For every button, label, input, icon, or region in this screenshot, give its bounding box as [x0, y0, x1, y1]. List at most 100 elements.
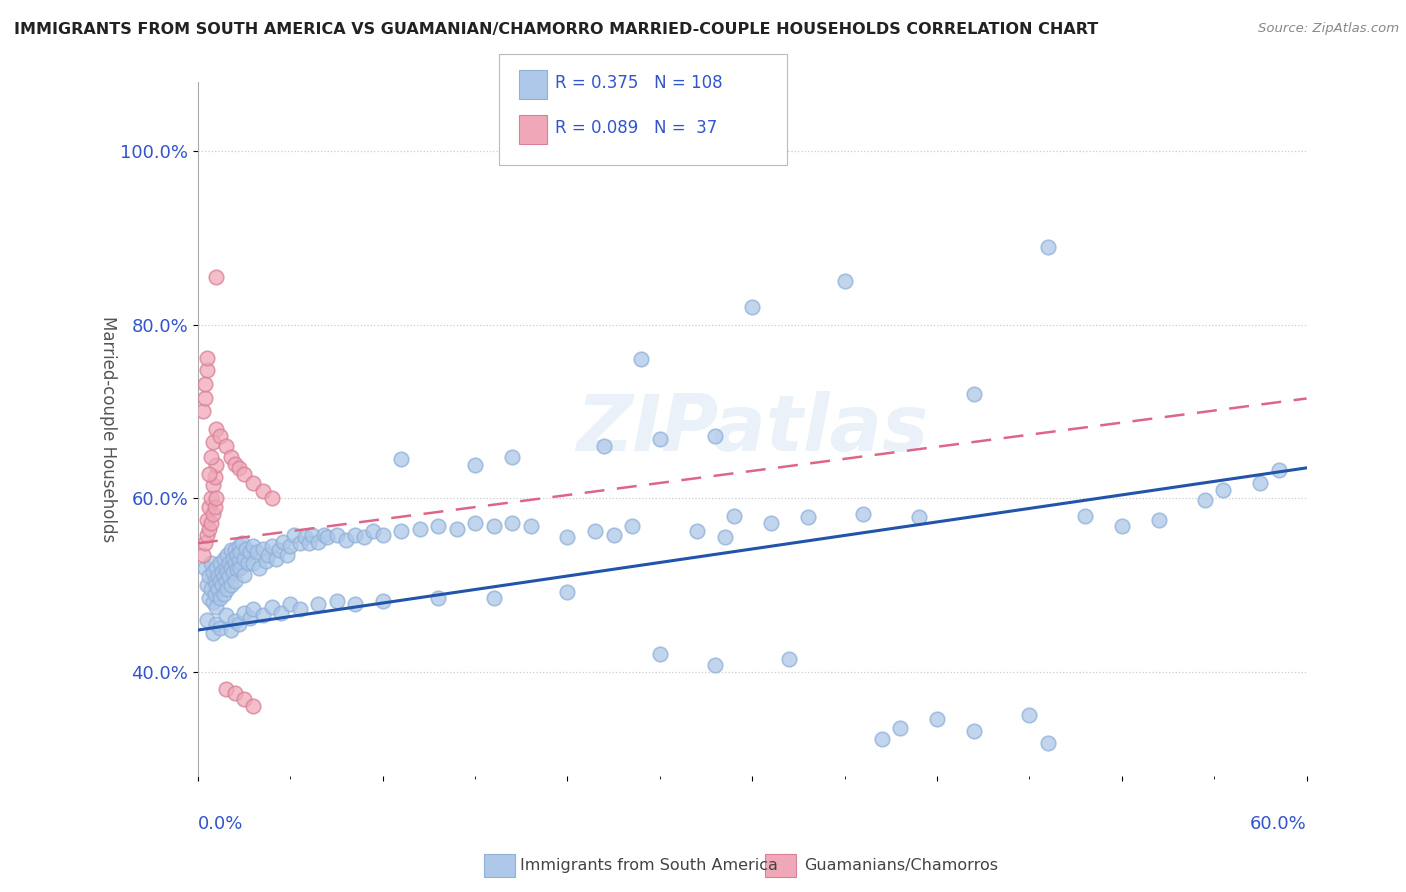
Point	[252, 608, 274, 623]
Point	[214, 560, 236, 574]
Point	[228, 461, 250, 475]
Point	[925, 712, 948, 726]
Point	[198, 522, 221, 536]
Text: 0.0%: 0.0%	[198, 814, 243, 833]
Point	[1036, 736, 1059, 750]
Point	[209, 429, 232, 443]
Point	[200, 450, 222, 464]
Point	[963, 387, 986, 401]
Point	[201, 595, 224, 609]
Point	[209, 556, 232, 570]
Point	[200, 556, 222, 570]
Point	[363, 524, 385, 538]
Point	[219, 578, 242, 592]
Point	[222, 565, 245, 579]
Point	[1036, 240, 1059, 254]
Point	[205, 422, 228, 436]
Point	[233, 467, 256, 481]
Point	[214, 574, 236, 588]
Point	[209, 621, 232, 635]
Point	[195, 578, 218, 592]
Point	[207, 582, 229, 597]
Point	[335, 533, 357, 547]
Point	[307, 534, 329, 549]
Point	[242, 539, 264, 553]
Point	[224, 457, 246, 471]
Point	[796, 510, 818, 524]
Text: ZIPatlas: ZIPatlas	[576, 391, 928, 467]
Point	[204, 500, 226, 514]
Point	[235, 541, 257, 556]
Point	[195, 363, 218, 377]
Point	[343, 597, 366, 611]
Point	[288, 602, 311, 616]
Point	[371, 593, 394, 607]
Point	[229, 560, 252, 574]
Point	[343, 527, 366, 541]
Point	[778, 651, 800, 665]
Point	[427, 519, 450, 533]
Point	[713, 530, 735, 544]
Point	[200, 491, 222, 506]
Point	[270, 606, 292, 620]
Point	[200, 582, 222, 597]
Point	[870, 732, 893, 747]
Point	[583, 524, 606, 538]
Point	[211, 578, 233, 592]
Point	[224, 615, 246, 629]
Point	[194, 376, 217, 391]
Text: Guamanians/Chamorros: Guamanians/Chamorros	[804, 858, 998, 872]
Y-axis label: Married-couple Households: Married-couple Households	[100, 316, 117, 542]
Point	[233, 552, 256, 566]
Point	[316, 530, 339, 544]
Point	[408, 522, 430, 536]
Point	[242, 475, 264, 490]
Point	[201, 434, 224, 449]
Point	[217, 582, 239, 597]
Point	[630, 352, 652, 367]
Point	[257, 548, 280, 562]
Point	[195, 351, 218, 365]
Point	[194, 560, 217, 574]
Point	[218, 556, 240, 570]
Point	[207, 569, 229, 583]
Text: IMMIGRANTS FROM SOUTH AMERICA VS GUAMANIAN/CHAMORRO MARRIED-COUPLE HOUSEHOLDS CO: IMMIGRANTS FROM SOUTH AMERICA VS GUAMANI…	[14, 22, 1098, 37]
Point	[1212, 483, 1234, 497]
Point	[228, 539, 250, 553]
Point	[204, 469, 226, 483]
Point	[557, 530, 579, 544]
Point	[224, 556, 246, 570]
Point	[557, 585, 579, 599]
Point	[621, 519, 644, 533]
Point	[209, 574, 232, 588]
Point	[225, 562, 247, 576]
Point	[889, 721, 911, 735]
Point	[201, 565, 224, 579]
Point	[195, 527, 218, 541]
Point	[219, 623, 242, 637]
Point	[264, 552, 287, 566]
Point	[246, 545, 269, 559]
Point	[1249, 475, 1271, 490]
Point	[852, 507, 875, 521]
Point	[593, 439, 616, 453]
Point	[1147, 513, 1170, 527]
Point	[217, 565, 239, 579]
Point	[231, 536, 253, 550]
Point	[307, 597, 329, 611]
Point	[200, 516, 222, 530]
Text: Immigrants from South America: Immigrants from South America	[520, 858, 778, 872]
Point	[963, 723, 986, 738]
Point	[198, 591, 221, 605]
Point	[224, 543, 246, 558]
Point	[217, 548, 239, 562]
Point	[228, 617, 250, 632]
Point	[205, 458, 228, 473]
Point	[209, 591, 232, 605]
Point	[204, 586, 226, 600]
Point	[242, 556, 264, 570]
Point	[205, 617, 228, 632]
Point	[260, 539, 283, 553]
Point	[325, 527, 347, 541]
Point	[212, 552, 235, 566]
